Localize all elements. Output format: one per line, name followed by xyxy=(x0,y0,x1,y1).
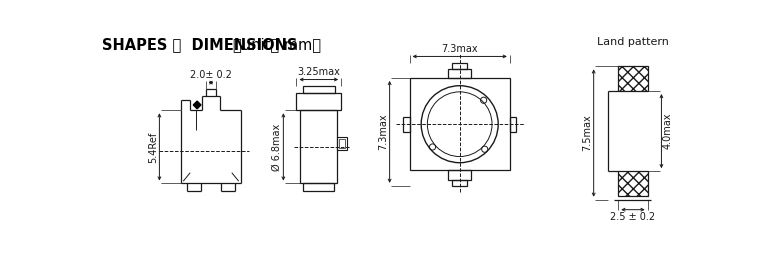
Bar xyxy=(301,110,337,183)
Bar xyxy=(448,170,471,180)
Text: 3.25max: 3.25max xyxy=(298,67,341,77)
Text: 5.4Ref: 5.4Ref xyxy=(148,131,158,162)
Bar xyxy=(339,139,345,148)
Text: 7.3max: 7.3max xyxy=(441,44,478,54)
Bar xyxy=(452,180,467,186)
Text: 7.3max: 7.3max xyxy=(378,114,388,150)
Bar xyxy=(304,183,334,191)
Bar xyxy=(452,63,467,69)
Bar xyxy=(618,67,647,91)
Text: SHAPES ＆  DIMENSIONS: SHAPES ＆ DIMENSIONS xyxy=(102,37,297,52)
Text: 7.5max: 7.5max xyxy=(582,115,592,151)
Bar xyxy=(618,171,647,196)
Text: Land pattern: Land pattern xyxy=(597,37,669,47)
Bar xyxy=(403,117,410,132)
Bar xyxy=(297,93,341,110)
Text: 2.0± 0.2: 2.0± 0.2 xyxy=(190,70,232,80)
Bar xyxy=(510,117,516,132)
Bar xyxy=(410,78,510,170)
Text: 2.5 ± 0.2: 2.5 ± 0.2 xyxy=(611,212,656,222)
Text: 4.0max: 4.0max xyxy=(663,113,673,149)
Bar xyxy=(448,69,471,78)
Text: Ø 6.8max: Ø 6.8max xyxy=(272,123,281,171)
Text: （unit： mm）: （unit： mm） xyxy=(232,37,321,52)
Polygon shape xyxy=(193,101,201,109)
Bar xyxy=(303,86,335,93)
Bar xyxy=(337,137,347,150)
